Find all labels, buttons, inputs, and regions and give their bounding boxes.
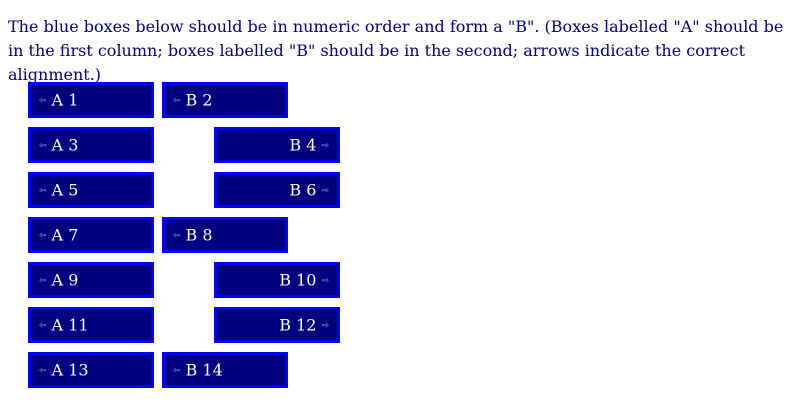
box-label: B 10 (279, 270, 317, 290)
box-a-9[interactable]: ⇦ A 9 (28, 262, 154, 298)
right-arrow-icon: ⇨ (321, 275, 329, 286)
box-b-12[interactable]: B 12 ⇨ (214, 307, 340, 343)
right-arrow-icon: ⇨ (321, 320, 329, 331)
box-label: B 8 (185, 225, 213, 245)
box-a-1[interactable]: ⇦ A 1 (28, 82, 154, 118)
box-a-7[interactable]: ⇦ A 7 (28, 217, 154, 253)
box-a-5[interactable]: ⇦ A 5 (28, 172, 154, 208)
left-arrow-icon: ⇦ (173, 365, 181, 376)
box-label: A 1 (51, 90, 79, 110)
left-arrow-icon: ⇦ (39, 320, 47, 331)
box-label: B 6 (289, 180, 317, 200)
left-arrow-icon: ⇦ (39, 95, 47, 106)
box-b-6[interactable]: B 6 ⇨ (214, 172, 340, 208)
right-arrow-icon: ⇨ (321, 140, 329, 151)
left-arrow-icon: ⇦ (39, 140, 47, 151)
left-arrow-icon: ⇦ (173, 95, 181, 106)
box-b-2[interactable]: ⇦ B 2 (162, 82, 288, 118)
box-b-14[interactable]: ⇦ B 14 (162, 352, 288, 388)
left-arrow-icon: ⇦ (39, 275, 47, 286)
box-label: A 3 (51, 135, 79, 155)
left-arrow-icon: ⇦ (39, 185, 47, 196)
box-a-11[interactable]: ⇦ A 11 (28, 307, 154, 343)
box-label: B 4 (289, 135, 317, 155)
box-label: B 14 (185, 360, 223, 380)
box-label: B 12 (279, 315, 317, 335)
left-arrow-icon: ⇦ (39, 365, 47, 376)
box-label: A 7 (51, 225, 79, 245)
box-a-13[interactable]: ⇦ A 13 (28, 352, 154, 388)
box-b-4[interactable]: B 4 ⇨ (214, 127, 340, 163)
box-label: A 5 (51, 180, 79, 200)
box-b-8[interactable]: ⇦ B 8 (162, 217, 288, 253)
left-arrow-icon: ⇦ (173, 230, 181, 241)
left-arrow-icon: ⇦ (39, 230, 47, 241)
box-label: A 11 (51, 315, 89, 335)
box-label: A 13 (51, 360, 89, 380)
box-b-10[interactable]: B 10 ⇨ (214, 262, 340, 298)
box-label: A 9 (51, 270, 79, 290)
box-a-3[interactable]: ⇦ A 3 (28, 127, 154, 163)
instructions-text: The blue boxes below should be in numeri… (8, 17, 784, 84)
right-arrow-icon: ⇨ (321, 185, 329, 196)
box-label: B 2 (185, 90, 213, 110)
